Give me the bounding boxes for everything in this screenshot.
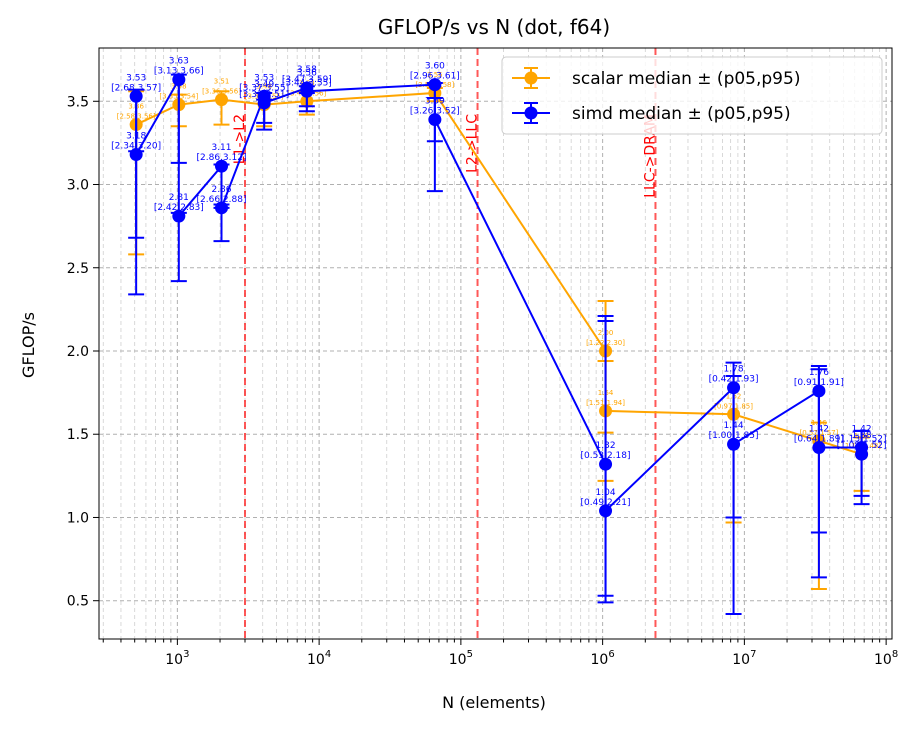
data-label: 3.39: [425, 97, 445, 107]
data-ci-label: [3.37,3.55]: [239, 83, 289, 93]
data-ci-label: [1.08,1.52]: [837, 441, 887, 451]
x-tick-exponent: 4: [325, 649, 331, 660]
data-point: [172, 73, 186, 87]
x-tick-exponent: 6: [608, 649, 614, 660]
legend-entry: scalar median ± (p05,p95): [572, 69, 800, 89]
x-axis-label: N (elements): [442, 693, 546, 712]
data-ci-label: [0.49,2.21]: [581, 498, 631, 508]
data-label: 3.11: [211, 143, 231, 153]
legend-marker: [524, 71, 538, 85]
grid: [99, 48, 892, 639]
data-point: [172, 209, 186, 223]
data-label: 1.42: [852, 425, 872, 435]
y-tick-label: 3.5: [67, 94, 89, 110]
series-1: 3.53[2.68,3.57]3.18[2.34,3.20]3.63[3.13,…: [111, 57, 887, 616]
y-tick-label: 1.0: [67, 510, 89, 526]
data-label: 3.56: [297, 68, 317, 78]
data-label: 2.86: [211, 185, 231, 195]
y-tick-label: 0.5: [67, 594, 89, 610]
data-ci-label: [2.42,2.83]: [154, 203, 204, 213]
data-ci-label: [2.96,3.61]: [410, 72, 460, 82]
series-layer: 3.36[2.58,3.56]3.48[3.35,3.54]3.51[3.36,…: [111, 57, 887, 616]
plot-frame: [98, 47, 893, 640]
y-tick-label: 2.0: [67, 344, 89, 360]
x-tick-base: 10: [732, 652, 750, 668]
data-ci-label: [3.33,3.51]: [239, 90, 289, 100]
series-line: [135, 75, 863, 514]
data-ci-label: [0.64,1.89]: [794, 435, 844, 445]
x-tick-exponent: 8: [892, 649, 898, 660]
data-point: [129, 148, 143, 162]
data-ci-label: [3.36,3.56]: [202, 88, 241, 96]
data-ci-label: [2.66,2.88]: [197, 195, 247, 205]
data-label: 1.04: [596, 488, 616, 498]
x-tick-base: 10: [307, 652, 325, 668]
legend-marker: [524, 106, 538, 120]
data-point: [214, 201, 228, 215]
data-point: [428, 113, 442, 127]
x-tick-label: 106: [591, 649, 615, 668]
data-label: 3.58: [297, 65, 317, 75]
x-tick-base: 10: [591, 652, 609, 668]
y-tick-label: 1.5: [67, 427, 89, 443]
legend-entry: simd median ± (p05,p95): [572, 104, 791, 124]
data-label: 3.60: [425, 62, 445, 72]
data-ci-label: [1.00,1.85]: [709, 431, 759, 441]
data-label: 2.81: [169, 193, 189, 203]
x-tick-label: 105: [449, 649, 473, 668]
x-tick-exponent: 5: [467, 649, 473, 660]
data-ci-label: [3.13,3.66]: [154, 67, 204, 77]
data-label: 1.38: [852, 431, 872, 441]
legend: scalar median ± (p05,p95) simd median ± (…: [501, 56, 883, 135]
x-tick-label: 103: [165, 649, 189, 668]
x-tick-base: 10: [449, 652, 467, 668]
data-ci-label: [2.86,3.12]: [197, 153, 247, 163]
x-tick-label: 108: [874, 649, 898, 668]
data-point: [300, 84, 314, 98]
y-tick-label: 2.5: [67, 261, 89, 277]
x-tick-label: 107: [732, 649, 756, 668]
x-tick-base: 10: [165, 652, 183, 668]
data-label: 3.53: [126, 73, 146, 83]
data-ci-label: [2.68,3.57]: [111, 83, 161, 93]
data-label: 3.51: [214, 78, 230, 86]
data-point: [599, 504, 613, 518]
data-point: [428, 78, 442, 92]
data-label: 1.44: [724, 421, 744, 431]
data-label: 3.63: [169, 57, 189, 67]
y-tick-label: 3.0: [67, 178, 89, 194]
chart-title: GFLOP/s vs N (dot, f64): [378, 15, 610, 39]
data-label: 1.42: [809, 425, 829, 435]
data-label: 1.78: [724, 365, 744, 375]
data-point: [855, 447, 869, 461]
x-tick-exponent: 7: [750, 649, 756, 660]
boundary-label: L2->LLC: [465, 114, 481, 173]
data-point: [257, 96, 271, 110]
y-axis-label: GFLOP/s: [19, 312, 38, 378]
data-point: [214, 93, 228, 107]
data-label: 3.48: [256, 83, 272, 91]
x-tick-base: 10: [874, 652, 892, 668]
x-tick-label: 104: [307, 649, 331, 668]
data-point: [129, 89, 143, 103]
x-tick-exponent: 3: [183, 649, 189, 660]
data-ci-label: [3.44,3.55]: [282, 78, 332, 88]
legend-box: [501, 56, 883, 135]
data-label: 3.55: [427, 71, 443, 79]
data-ci-label: [3.26,3.52]: [410, 107, 460, 117]
data-point: [214, 159, 228, 173]
data-label: 3.18: [126, 132, 146, 142]
data-label: 3.53: [254, 73, 274, 83]
data-ci-label: [3.47,3.59]: [282, 75, 332, 85]
data-point: [727, 437, 741, 451]
data-ci-label: [2.34,3.20]: [111, 142, 161, 152]
data-label: 3.49: [254, 80, 274, 90]
data-point: [812, 441, 826, 455]
boundary-label: LLC->DRAM: [642, 114, 658, 198]
